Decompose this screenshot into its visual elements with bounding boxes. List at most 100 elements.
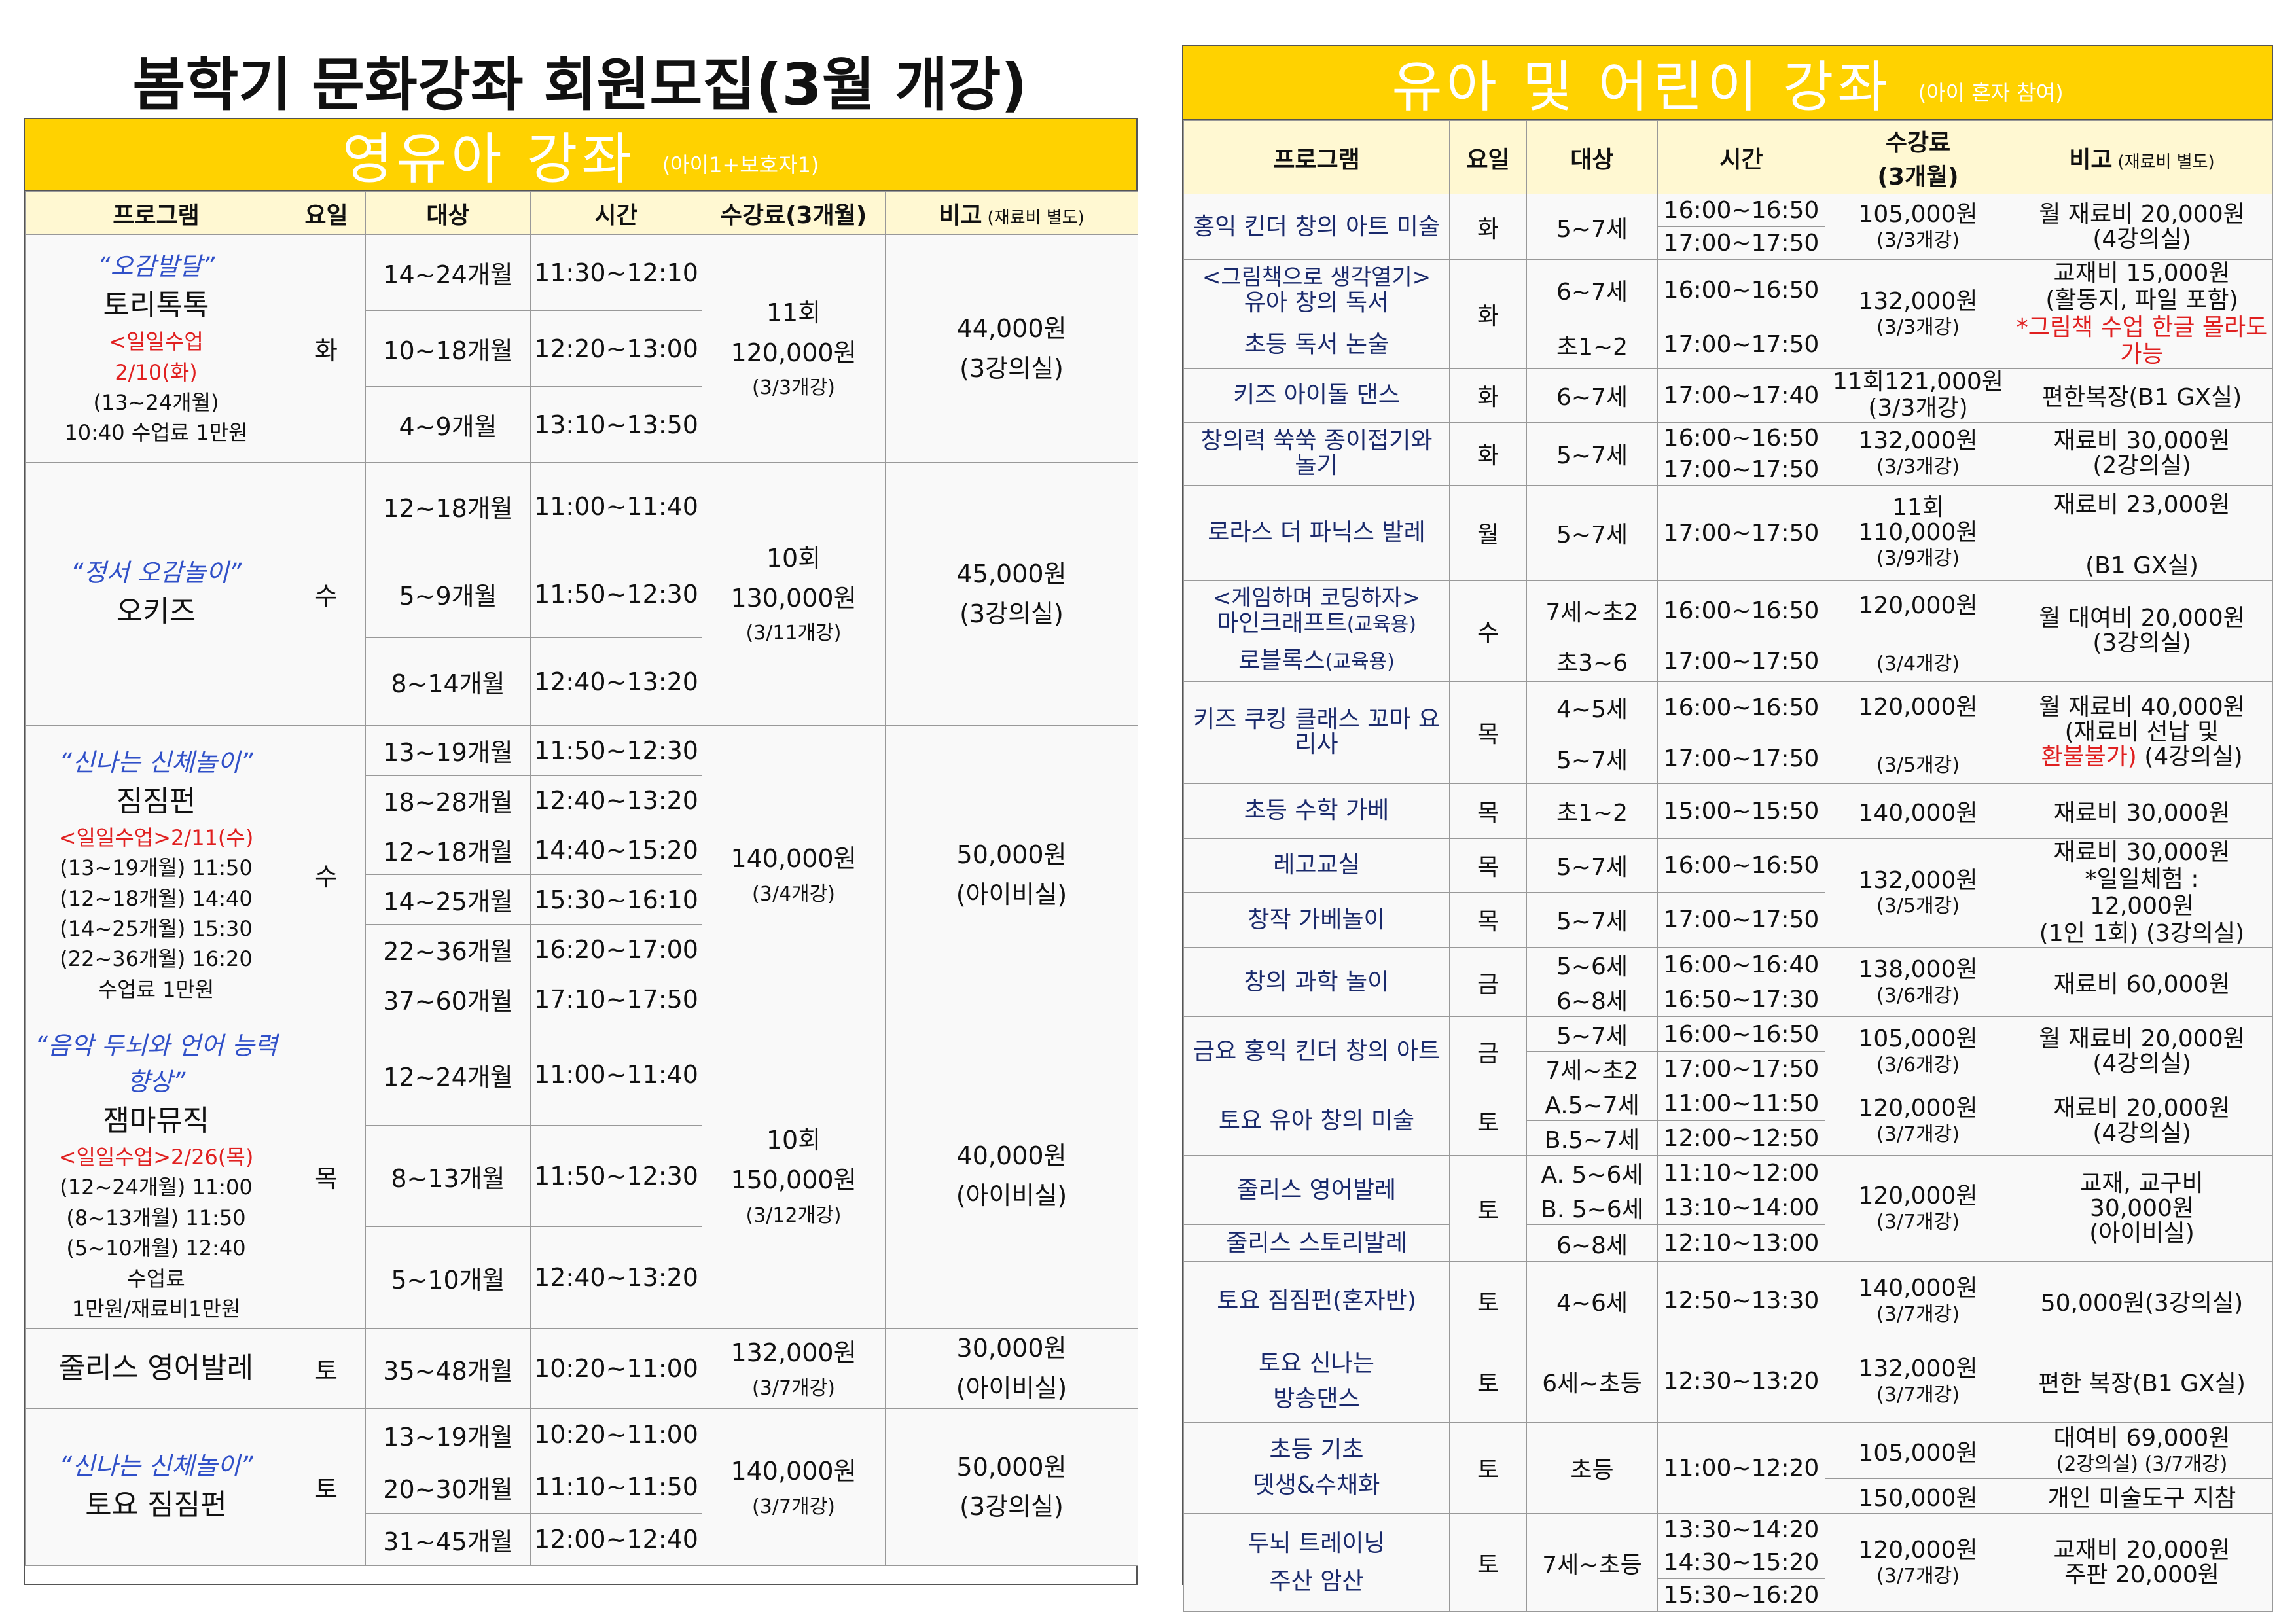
fee-cell: 150,000원 <box>1825 1478 2011 1514</box>
target-cell: 31~45개월 <box>365 1512 531 1566</box>
program-name: 오키즈 <box>116 595 196 629</box>
table-row: 5~9개월 11:50~12:30 <box>26 550 1138 638</box>
target-cell: 6세~초등 <box>1526 1340 1658 1423</box>
target-cell: 14~24개월 <box>365 234 531 311</box>
fee-cell: 120,000원 (3/7개강) <box>1825 1513 2011 1613</box>
target-cell: A.5~7세 <box>1526 1086 1658 1122</box>
time-cell: 16:20~17:00 <box>530 924 702 974</box>
fee-cell: 132,000원 (3/3개강) <box>1825 421 2011 486</box>
target-cell: 5~7세 <box>1526 194 1658 260</box>
day-cell: 화 <box>1449 421 1527 486</box>
fee-cell: 11회 120,000원 (3/3개강) <box>702 234 886 463</box>
time-cell: 11:50~12:30 <box>530 550 702 638</box>
col-header-time: 시간 <box>1657 120 1825 194</box>
program-note: 2/10(화) <box>115 359 198 385</box>
table-row: 10~18개월 12:20~13:00 <box>26 310 1138 387</box>
day-cell: 목 <box>1449 891 1527 948</box>
program-note: (22~36개월) 16:20 <box>60 946 253 972</box>
target-cell: A. 5~6세 <box>1526 1155 1658 1191</box>
program-name: 잼마뮤직 <box>103 1104 209 1138</box>
program-cell: “정서 오감놀이” 오키즈 <box>25 462 287 726</box>
target-cell: 14~25개월 <box>365 874 531 925</box>
program-note: 10:40 수업료 1만원 <box>64 420 248 446</box>
note-cell: 편한복장(B1 GX실) <box>2011 368 2273 423</box>
target-cell: 4~9개월 <box>365 386 531 463</box>
day-cell: 목 <box>287 1023 366 1329</box>
infant-banner: 영유아 강좌 (아이1+보호자1) <box>25 119 1136 191</box>
target-cell: 5~7세 <box>1526 733 1658 784</box>
fee-cell: 140,000원 (3/7개강) <box>702 1408 886 1566</box>
page-title: 봄학기 문화강좌 회원모집(3월 개강) <box>132 51 1028 118</box>
target-cell: 5~7세 <box>1526 838 1658 893</box>
fee-cell: 140,000원 <box>1825 783 2011 839</box>
time-cell: 16:00~16:50 <box>1657 1016 1825 1052</box>
program-name: 창의 과학 놀이 <box>1183 947 1450 1018</box>
note-cell: 재료비 30,000원 *일일체험 :12,000원 (1인 1회) (3강의실) <box>2011 838 2273 948</box>
time-cell: 11:00~12:20 <box>1657 1422 1825 1514</box>
time-cell: 12:00~12:50 <box>1657 1120 1825 1156</box>
note-cell: 교재, 교구비 30,000원 (아이비실) <box>2011 1155 2273 1262</box>
target-cell: 12~24개월 <box>365 1023 531 1126</box>
note-cell: 50,000원 (아이비실) <box>885 725 1138 1024</box>
day-cell: 토 <box>1449 1155 1527 1262</box>
program-note: 수업료 1만원 <box>98 976 215 1002</box>
day-cell: 수 <box>287 462 366 726</box>
time-cell: 11:10~11:50 <box>530 1460 702 1514</box>
note-cell: 50,000원(3강의실) <box>2011 1261 2273 1341</box>
target-cell: 7세~초등 <box>1526 1513 1658 1613</box>
day-cell: 화 <box>1449 259 1527 369</box>
target-cell: 13~19개월 <box>365 725 531 776</box>
time-cell: 11:00~11:40 <box>530 1023 702 1126</box>
time-cell: 11:50~12:30 <box>530 1125 702 1228</box>
target-cell: 18~28개월 <box>365 775 531 825</box>
fee-cell: 120,000원 (3/7개강) <box>1825 1155 2011 1262</box>
program-note: (13~24개월) <box>93 389 219 415</box>
infant-banner-sub: (아이1+보호자1) <box>662 152 819 177</box>
program-name: <그림책으로 생각열기> 유아 창의 독서 <box>1183 259 1450 321</box>
target-cell: 37~60개월 <box>365 974 531 1024</box>
col-header-note: 비고 (재료비 별도) <box>2011 120 2273 194</box>
target-cell: 4~6세 <box>1526 1261 1658 1341</box>
day-cell: 목 <box>1449 783 1527 839</box>
col-header-program: 프로그램 <box>1183 120 1450 194</box>
target-cell: 6~7세 <box>1526 368 1658 423</box>
time-cell: 17:00~17:50 <box>1657 1051 1825 1087</box>
program-name: 토요 유아 창의 미술 <box>1183 1086 1450 1156</box>
fee-cell: 120,000원 (3/4개강) <box>1825 580 2011 682</box>
time-cell: 16:00~16:50 <box>1657 681 1825 734</box>
col-header-program: 프로그램 <box>25 191 287 235</box>
target-cell: 12~18개월 <box>365 462 531 550</box>
program-slogan: “정서 오감놀이” <box>70 558 242 588</box>
target-cell: 35~48개월 <box>365 1328 531 1409</box>
time-cell: 12:30~13:20 <box>1657 1340 1825 1423</box>
note-cell: 월 대여비 20,000원 (3강의실) <box>2011 580 2273 682</box>
note-cell: 편한 복장(B1 GX실) <box>2011 1340 2273 1423</box>
fee-cell: 140,000원 (3/4개강) <box>702 725 886 1024</box>
target-cell: 8~14개월 <box>365 637 531 726</box>
target-cell: 6~8세 <box>1526 982 1658 1018</box>
program-name: 짐짐펀 <box>116 784 196 818</box>
program-name: 로라스 더 파닉스 발레 <box>1183 484 1450 581</box>
time-cell: 12:40~13:20 <box>530 1226 702 1329</box>
table-row: 5~10개월 12:40~13:20 <box>26 1226 1138 1329</box>
col-header-day: 요일 <box>1449 120 1527 194</box>
time-cell: 17:00~17:50 <box>1657 733 1825 784</box>
program-note: (14~25개월) 15:30 <box>60 916 253 941</box>
target-cell: 5~7세 <box>1526 891 1658 948</box>
program-slogan: “오감발달” <box>97 252 215 281</box>
day-cell: 토 <box>1449 1340 1527 1423</box>
time-cell: 15:00~15:50 <box>1657 783 1825 839</box>
fee-cell: 132,000원 (3/5개강) <box>1825 838 2011 948</box>
time-cell: 12:00~12:40 <box>530 1512 702 1566</box>
note-cell: 재료비 23,000원 (B1 GX실) <box>2011 484 2273 581</box>
note-cell: 50,000원(3강의실) <box>885 1408 1138 1566</box>
program-name: 줄리스 영어발레 <box>1183 1155 1450 1226</box>
infant-table: 프로그램 요일 대상 시간 수강료(3개월) 비고 (재료비 별도) “오감발달”… <box>25 191 1138 1566</box>
target-cell: 5~7세 <box>1526 484 1658 581</box>
time-cell: 15:30~16:10 <box>530 874 702 925</box>
day-cell: 금 <box>1449 1016 1527 1087</box>
time-cell: 13:10~13:50 <box>530 386 702 463</box>
table-row: 14~25개월 15:30~16:10 <box>26 874 1138 925</box>
note-cell: 재료비 20,000원 (4강의실) <box>2011 1086 2273 1156</box>
col-header-fee: 수강료(3개월) <box>1825 120 2011 194</box>
